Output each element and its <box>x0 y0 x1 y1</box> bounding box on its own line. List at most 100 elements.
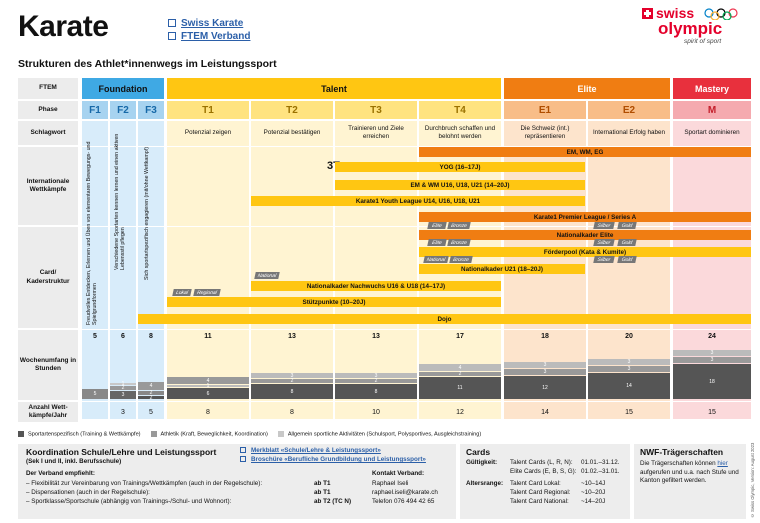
hours-segment: 1 <box>167 383 249 389</box>
cards-row-label: Talent Card Lokal: <box>510 480 561 487</box>
school-title: Koordination Schule/Lehre und Leistungss… <box>26 447 217 457</box>
hours-segment: 4 <box>167 377 249 384</box>
tag-elite: Elite <box>427 239 447 246</box>
link-merkblatt[interactable]: Merkblatt «Schule/Lehre & Leistungssport… <box>240 447 381 454</box>
competitions-t3: 10 <box>372 409 380 416</box>
bar-nationalkader-u21: Nationalkader U21 (18–20J) <box>419 264 585 274</box>
hours-t2: 13 <box>288 333 296 340</box>
hours-segment: 2 <box>138 390 164 396</box>
logo-text-swiss: swiss <box>656 5 695 21</box>
column-f2 <box>110 121 136 419</box>
hours-segment: 3 <box>110 391 136 399</box>
schlagwort-e2: International Erfolg haben <box>592 129 666 137</box>
cards-row-value: 01.01.–31.12. <box>581 459 620 466</box>
competitions-e2: 15 <box>625 409 633 416</box>
link-broschuere[interactable]: Broschüre «Berufliche Grundbildung und L… <box>240 456 426 463</box>
schlagwort-m: Sportart dominieren <box>684 129 740 137</box>
hours-segment: 6 <box>167 388 249 399</box>
school-item-value: ab T1 <box>314 480 331 487</box>
link-swiss-karate[interactable]: Swiss Karate <box>168 18 243 29</box>
foundation-text-f2: Verschiedene Sportarten kennen lernen un… <box>114 133 127 270</box>
row-label-card: Card/ Kaderstruktur <box>18 227 78 328</box>
hours-t1: 11 <box>204 333 212 340</box>
bar-dojo: Dojo <box>138 314 751 324</box>
hours-segment: 3 <box>588 366 670 372</box>
hours-segment: 3 <box>335 373 417 379</box>
nwf-link[interactable]: hier <box>717 460 728 467</box>
tag-elite: Elite <box>427 222 447 229</box>
hours-segment: 4 <box>138 382 164 390</box>
legend-swatch <box>18 431 24 437</box>
kontakt-title: Kontakt Verband: <box>372 470 425 477</box>
phase-t2: T2 <box>251 101 333 119</box>
column-f3 <box>138 121 164 419</box>
legend: Sportartenspezifisch (Training & Wettkäm… <box>18 431 481 437</box>
hours-segment: 11 <box>419 377 501 399</box>
school-item-text: – Flexibilität zur Vereinbarung von Trai… <box>26 480 263 487</box>
hours-segment: 2 <box>335 378 417 384</box>
competitions-t2: 8 <box>290 409 294 416</box>
bar-foerderpool: Förderpool (Kata & Kumite) <box>419 247 751 257</box>
phase-m: M <box>673 101 751 119</box>
copyright-note: © Swiss Olympic, Version: August 2023 <box>750 442 755 518</box>
competitions-f3: 5 <box>149 409 153 416</box>
column-f1 <box>82 121 108 419</box>
external-link-icon <box>168 19 176 28</box>
cards-title: Cards <box>466 447 491 457</box>
kontakt-email[interactable]: raphael.iseli@karate.ch <box>372 489 438 496</box>
swiss-flag-icon <box>642 8 653 19</box>
ftem-foundation: Foundation <box>82 78 164 99</box>
row-label-wettkaempfe: Internationale Wettkämpfe <box>18 147 78 225</box>
nwf-text: Die Trägerschaften können hier aufgerufe… <box>640 460 739 484</box>
bar-em-wm-u: EM & WM U16, U18, U21 (14–20J) <box>335 180 585 190</box>
legend-item: Sportartenspezifisch (Training & Wettkäm… <box>18 431 141 437</box>
cards-row-label: Elite Cards (E, B, S, G): <box>510 468 577 475</box>
bar-youth-league: Karate1 Youth League U14, U16, U18, U21 <box>251 196 585 206</box>
cards-gueltig-label: Gültigkeit: <box>466 459 498 466</box>
tag-bronze: Bronze <box>447 239 471 246</box>
tag-bronze: Bronze <box>447 222 471 229</box>
school-empfiehlt: Der Verband empfiehlt: <box>26 470 95 477</box>
tag-bronze: Bronze <box>449 256 473 263</box>
hours-m: 24 <box>708 333 716 340</box>
cards-row-value: 01.02.–31.01. <box>581 468 620 475</box>
legend-item: Allgemein sportliche Aktivitäten (Schuls… <box>277 431 481 437</box>
schlagwort-t2: Potenzial bestätigen <box>263 129 321 137</box>
phase-t4: T4 <box>419 101 501 119</box>
hours-segment: 14 <box>588 373 670 399</box>
cards-row-label: Talent Card Regional: <box>510 489 571 496</box>
hours-e1: 18 <box>541 333 549 340</box>
bar-em-wm-eg: EM, WM, EG <box>419 147 751 157</box>
phase-t3: T3 <box>335 101 417 119</box>
link-ftem-verband[interactable]: FTEM Verband <box>168 31 250 42</box>
hours-e2: 20 <box>625 333 633 340</box>
legend-swatch <box>150 431 157 437</box>
phase-t1: T1 <box>167 101 249 119</box>
ftem-mastery: Mastery <box>673 78 751 99</box>
row-separator <box>82 401 751 402</box>
school-item-text: – Sportklasse/Sportschule (abhängig von … <box>26 498 232 505</box>
competitions-t1: 8 <box>206 409 210 416</box>
row-separator <box>82 329 751 330</box>
legend-swatch <box>277 431 284 437</box>
tag-national: National <box>423 256 449 263</box>
hours-segment: 4 <box>419 364 501 371</box>
nwf-title: NWF-Trägerschaften <box>640 447 724 457</box>
hours-segment: 12 <box>504 376 586 399</box>
tag-national: National <box>254 272 280 279</box>
hours-f3: 8 <box>149 333 153 340</box>
school-item-text: – Dispensationen (auch in der Regelschul… <box>26 489 150 496</box>
hours-segment: 3 <box>673 357 751 363</box>
legend-item: Athletik (Kraft, Beweglichkeit, Koordina… <box>150 431 268 437</box>
hours-segment: 5 <box>82 389 108 399</box>
hours-segment: 8 <box>335 384 417 399</box>
schlagwort-e1: Die Schweiz (int.) repräsentieren <box>520 125 570 140</box>
competitions-m: 15 <box>708 409 716 416</box>
column-t1 <box>167 121 249 419</box>
ftem-talent: Talent <box>167 78 501 99</box>
column-t2 <box>251 121 333 419</box>
hours-segment: 2 <box>110 385 136 391</box>
tag-gold: Gold <box>617 256 637 263</box>
page-title: Karate <box>18 10 109 43</box>
hours-segment: 3 <box>673 350 751 356</box>
